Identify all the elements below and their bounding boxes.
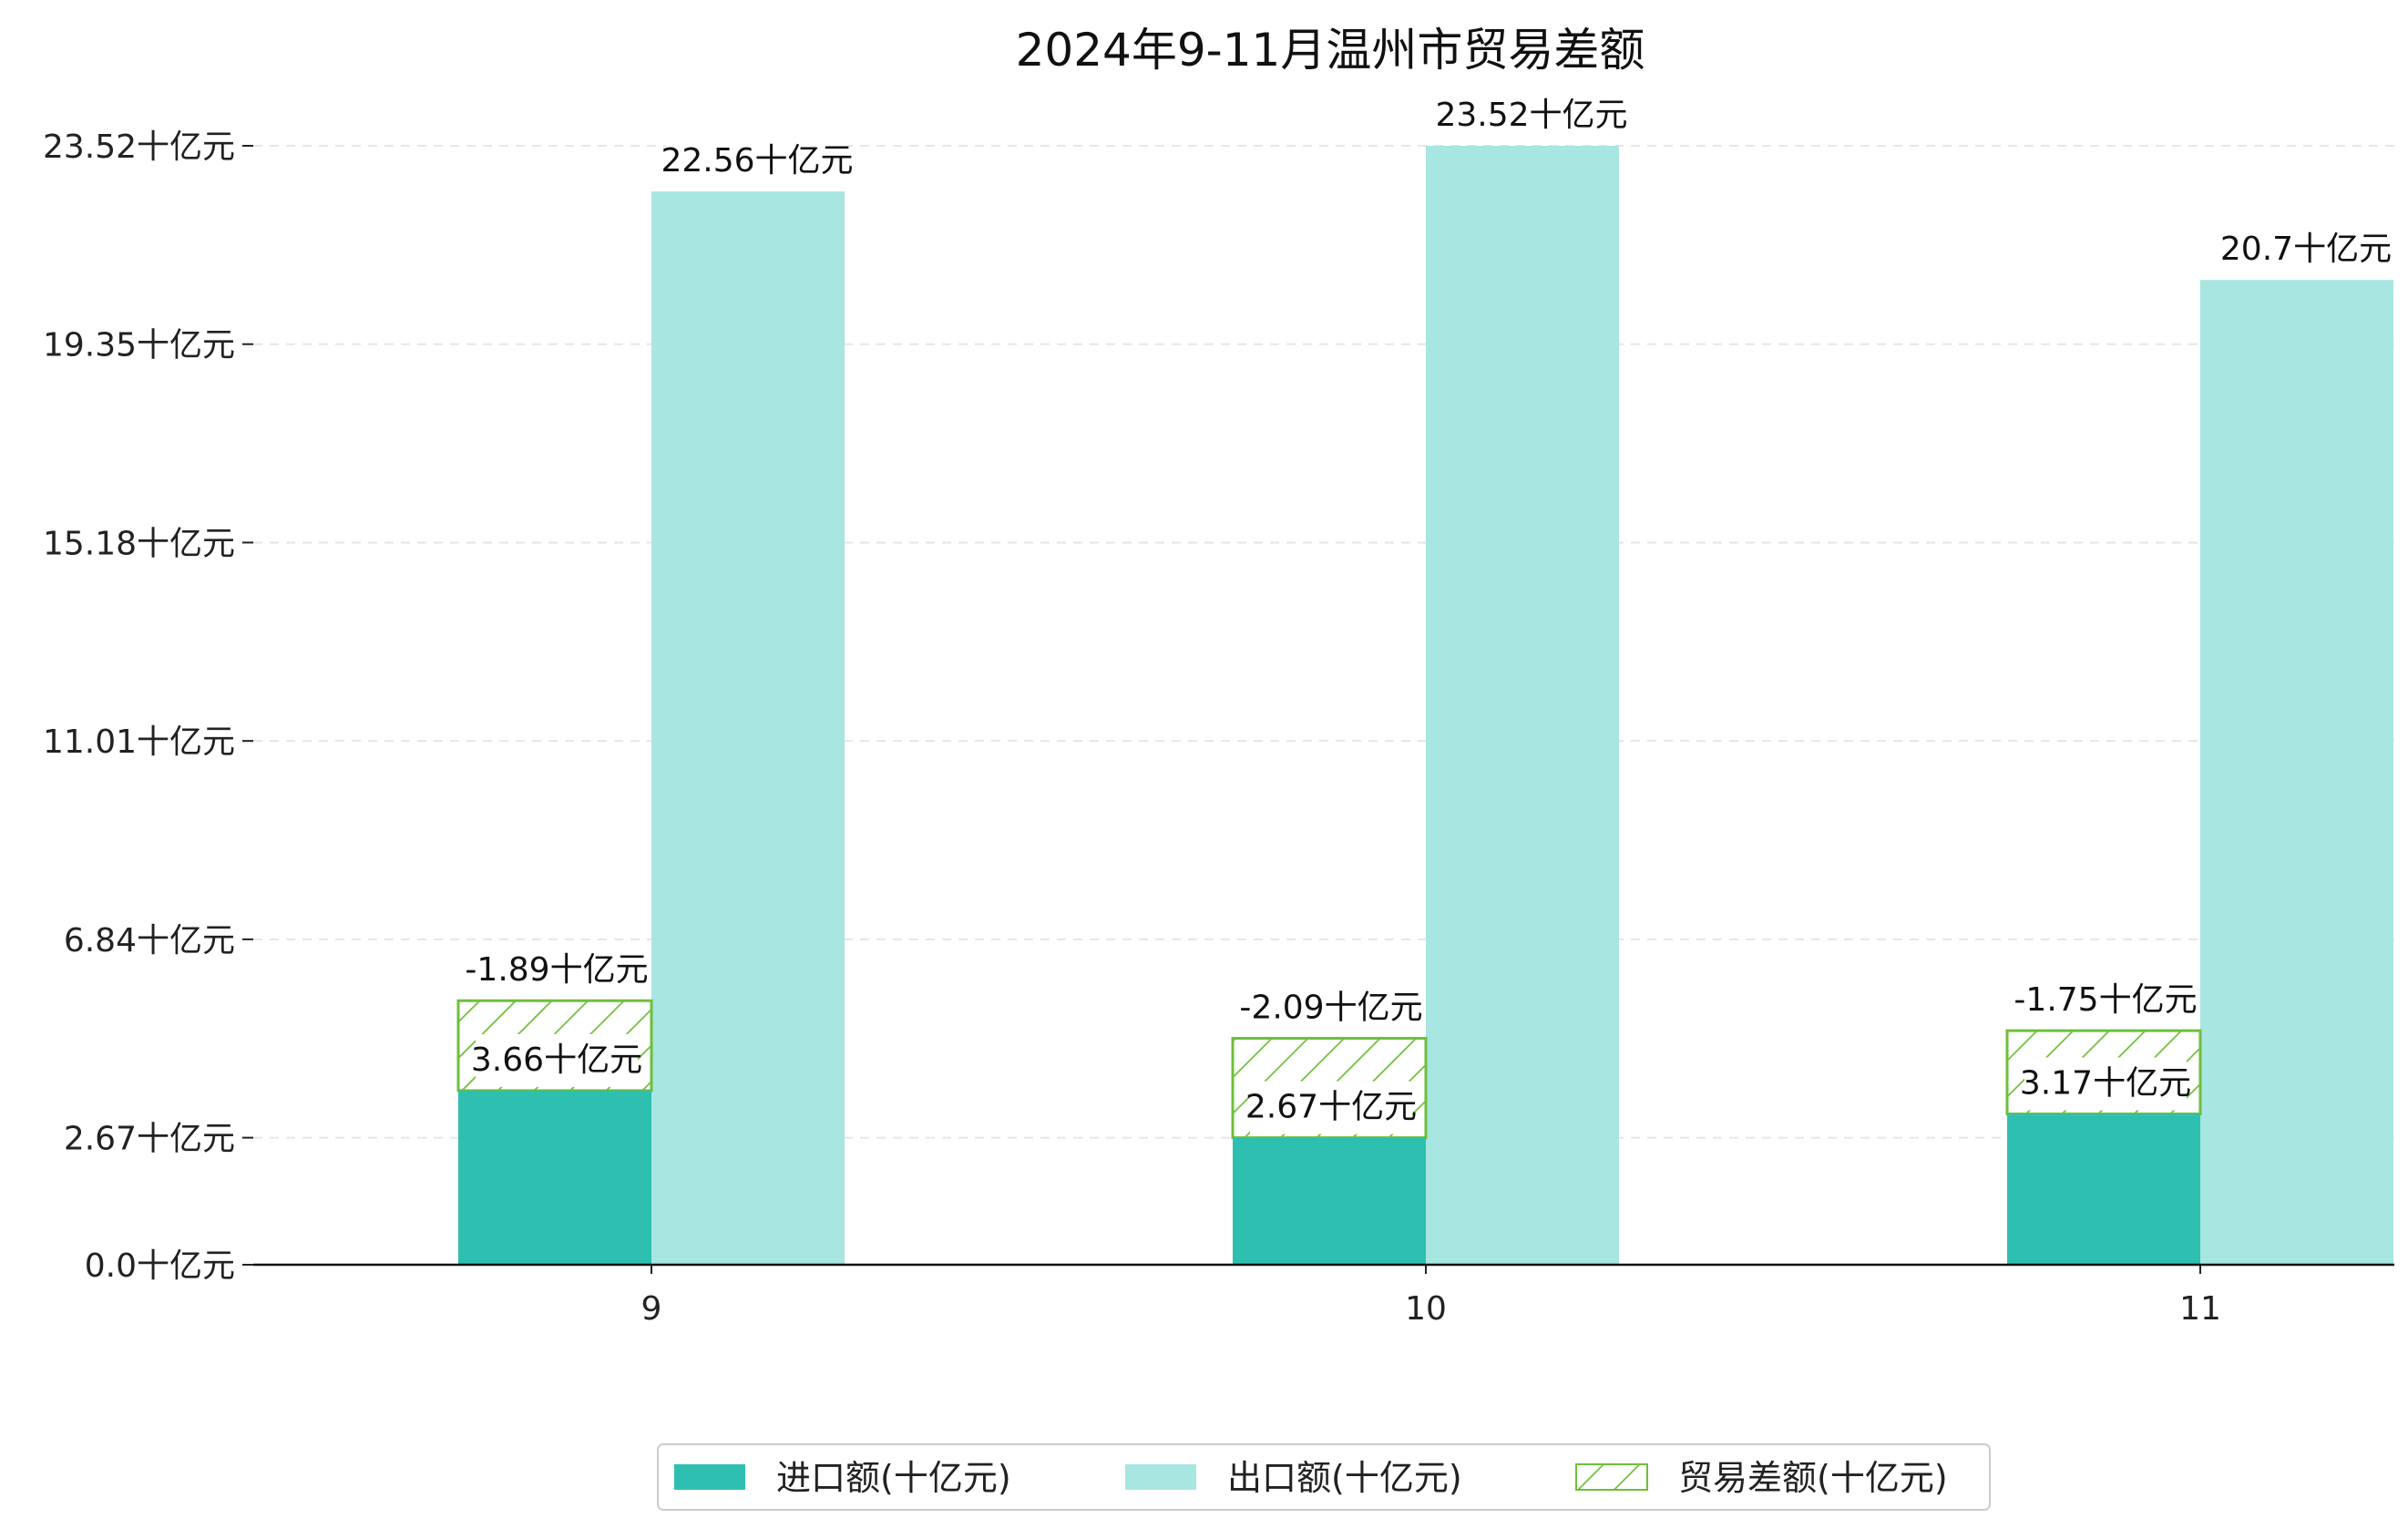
y-tick-label: 23.52十亿元	[43, 128, 235, 166]
legend-export-swatch	[1125, 1464, 1196, 1490]
balance-value-label: -1.89十亿元	[465, 951, 648, 989]
y-tick-label: 15.18十亿元	[43, 525, 235, 562]
import-bar	[2007, 1113, 2200, 1265]
import-value-label: 3.17十亿元	[2020, 1064, 2191, 1102]
x-tick-label: 11	[2179, 1290, 2221, 1328]
balance-value-label: -1.75十亿元	[2013, 981, 2197, 1019]
export-bar	[651, 191, 845, 1266]
legend-import-swatch	[674, 1464, 745, 1490]
legend-box	[657, 1443, 1991, 1511]
export-value-label-bg	[666, 135, 848, 189]
import-bar	[458, 1090, 651, 1265]
import-value-label-bg	[2024, 1057, 2187, 1111]
export-value-label: 23.52十亿元	[1435, 97, 1627, 134]
import-value-label: 3.66十亿元	[471, 1041, 642, 1079]
balance-value-label-bg	[2014, 974, 2197, 1028]
import-bar	[1233, 1137, 1426, 1265]
y-tick-label: 19.35十亿元	[43, 327, 235, 364]
bars	[456, 146, 2393, 1266]
x-tick-label: 9	[641, 1290, 662, 1328]
balance-value-label-bg	[1240, 981, 1422, 1035]
export-bar	[1426, 146, 1619, 1265]
chart-title: 2024年9-11月温州市贸易差额	[1016, 24, 1645, 77]
y-tick-label: 11.01十亿元	[43, 723, 235, 761]
axes: 0.0十亿元 2.67十亿元 6.84十亿元 11.01十亿元 15.18十亿元 19.3…	[43, 128, 2394, 1328]
legend-balance-label: 贸易差额(十亿元)	[1678, 1458, 1948, 1498]
legend-balance-swatch	[1575, 1463, 1648, 1491]
balance-value-label: -2.09十亿元	[1239, 989, 1422, 1026]
legend-export-label: 出口额(十亿元)	[1227, 1458, 1462, 1498]
export-value-label-bg	[1440, 89, 1623, 142]
balance-value-label-bg	[466, 944, 648, 998]
legend: 进口额(十亿元) 出口额(十亿元) 贸易差额(十亿元)	[657, 1443, 1991, 1511]
export-value-label: 20.7十亿元	[2220, 231, 2392, 268]
legend-import-label: 进口额(十亿元)	[776, 1458, 1011, 1498]
import-value-label-bg	[1250, 1081, 1412, 1134]
y-tick-label: 6.84十亿元	[64, 922, 235, 959]
x-tick-label: 10	[1405, 1290, 1447, 1328]
import-value-label-bg	[476, 1033, 638, 1087]
y-tick-label: 2.67十亿元	[64, 1121, 235, 1158]
import-value-label: 2.67十亿元	[1245, 1089, 1417, 1126]
export-bar	[2200, 280, 2393, 1266]
export-value-label-bg	[2225, 223, 2387, 277]
export-value-label: 22.56十亿元	[661, 142, 853, 180]
data-labels: 22.56十亿元 -1.89十亿元 3.66十亿元 23.52十亿元 -2.09十亿元 2…	[465, 89, 2392, 1134]
y-tick-label: 0.0十亿元	[85, 1247, 235, 1285]
